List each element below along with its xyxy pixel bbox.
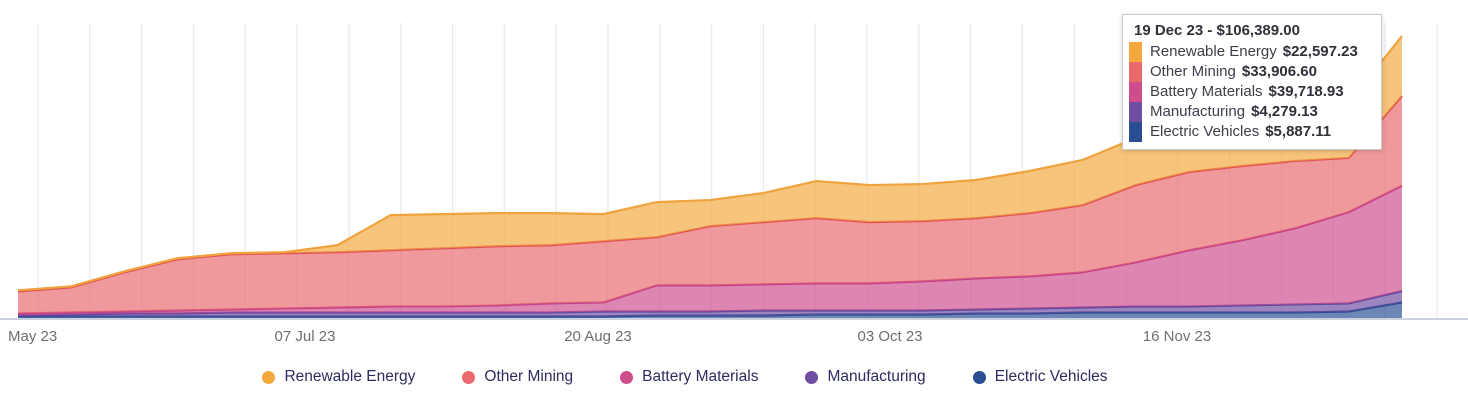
tooltip-series-label: Electric Vehicles (1150, 123, 1260, 140)
legend-label: Other Mining (484, 368, 574, 385)
legend-dot-icon (462, 370, 476, 384)
tooltip-row: Electric Vehicles $5,887.11 (1129, 122, 1371, 142)
tooltip-row: Manufacturing $4,279.13 (1129, 102, 1371, 122)
area-renewable-energy[interactable] (18, 36, 1402, 292)
tooltip-series-value: $33,906.60 (1241, 63, 1317, 80)
area-other-mining[interactable] (18, 95, 1402, 314)
legend-dot-icon (972, 370, 986, 384)
tooltip-series-value: $5,887.11 (1265, 123, 1332, 140)
legend-label: Battery Materials (642, 368, 759, 385)
legend-item-other-mining[interactable]: Other Mining (462, 368, 573, 386)
x-axis-label: 20 Aug 23 (564, 328, 632, 345)
area-manufacturing[interactable] (18, 291, 1402, 317)
series-color-chip (1129, 82, 1142, 102)
series-color-chip (1129, 62, 1142, 82)
tooltip-series-value: $39,718.93 (1268, 83, 1344, 100)
legend-dot-icon (620, 370, 634, 384)
tooltip-series-value: $22,597.23 (1282, 43, 1358, 60)
legend-label: Manufacturing (827, 368, 926, 385)
x-axis-label: 03 Oct 23 (857, 328, 923, 345)
series-color-chip (1129, 122, 1142, 142)
legend-dot-icon (262, 370, 276, 384)
x-axis-label: May 23 (8, 328, 58, 345)
series-color-chip (1129, 42, 1142, 62)
tooltip-series-value: $4,279.13 (1251, 103, 1318, 120)
tooltip-series-label: Manufacturing (1150, 103, 1246, 120)
legend-label: Electric Vehicles (994, 368, 1108, 385)
area-top-line-battery-materials (17, 184, 1403, 315)
legend-item-electric-vehicles[interactable]: Electric Vehicles (972, 368, 1108, 386)
legend-dot-icon (805, 370, 819, 384)
tooltip-rows: Renewable Energy $22,597.23 Other Mining $3… (1129, 42, 1371, 142)
chart-tooltip: 19 Dec 23 - $106,389.00 Renewable Energy… (1122, 14, 1382, 150)
x-axis-label: 07 Jul 23 (274, 328, 336, 345)
tooltip-series-label: Other Mining (1150, 63, 1236, 80)
series-color-chip (1129, 102, 1142, 122)
area-battery-materials[interactable] (18, 185, 1402, 316)
tooltip-series-label: Battery Materials (1150, 83, 1263, 100)
tooltip-row: Battery Materials $39,718.93 (1129, 82, 1371, 102)
tooltip-title: 19 Dec 23 - $106,389.00 (1134, 22, 1300, 39)
tooltip-series-label: Renewable Energy (1150, 43, 1277, 60)
tooltip-row: Renewable Energy $22,597.23 (1129, 42, 1371, 62)
tooltip-row: Other Mining $33,906.60 (1129, 62, 1371, 82)
area-electric-vehicles[interactable] (18, 302, 1402, 318)
chart-legend: Renewable Energy Other Mining Battery Mate… (0, 368, 1370, 386)
legend-item-battery-materials[interactable]: Battery Materials (620, 368, 758, 386)
legend-label: Renewable Energy (284, 368, 416, 385)
legend-item-manufacturing[interactable]: Manufacturing (805, 368, 926, 386)
x-axis-label: 16 Nov 23 (1142, 328, 1212, 345)
legend-item-renewable-energy[interactable]: Renewable Energy (262, 368, 415, 386)
